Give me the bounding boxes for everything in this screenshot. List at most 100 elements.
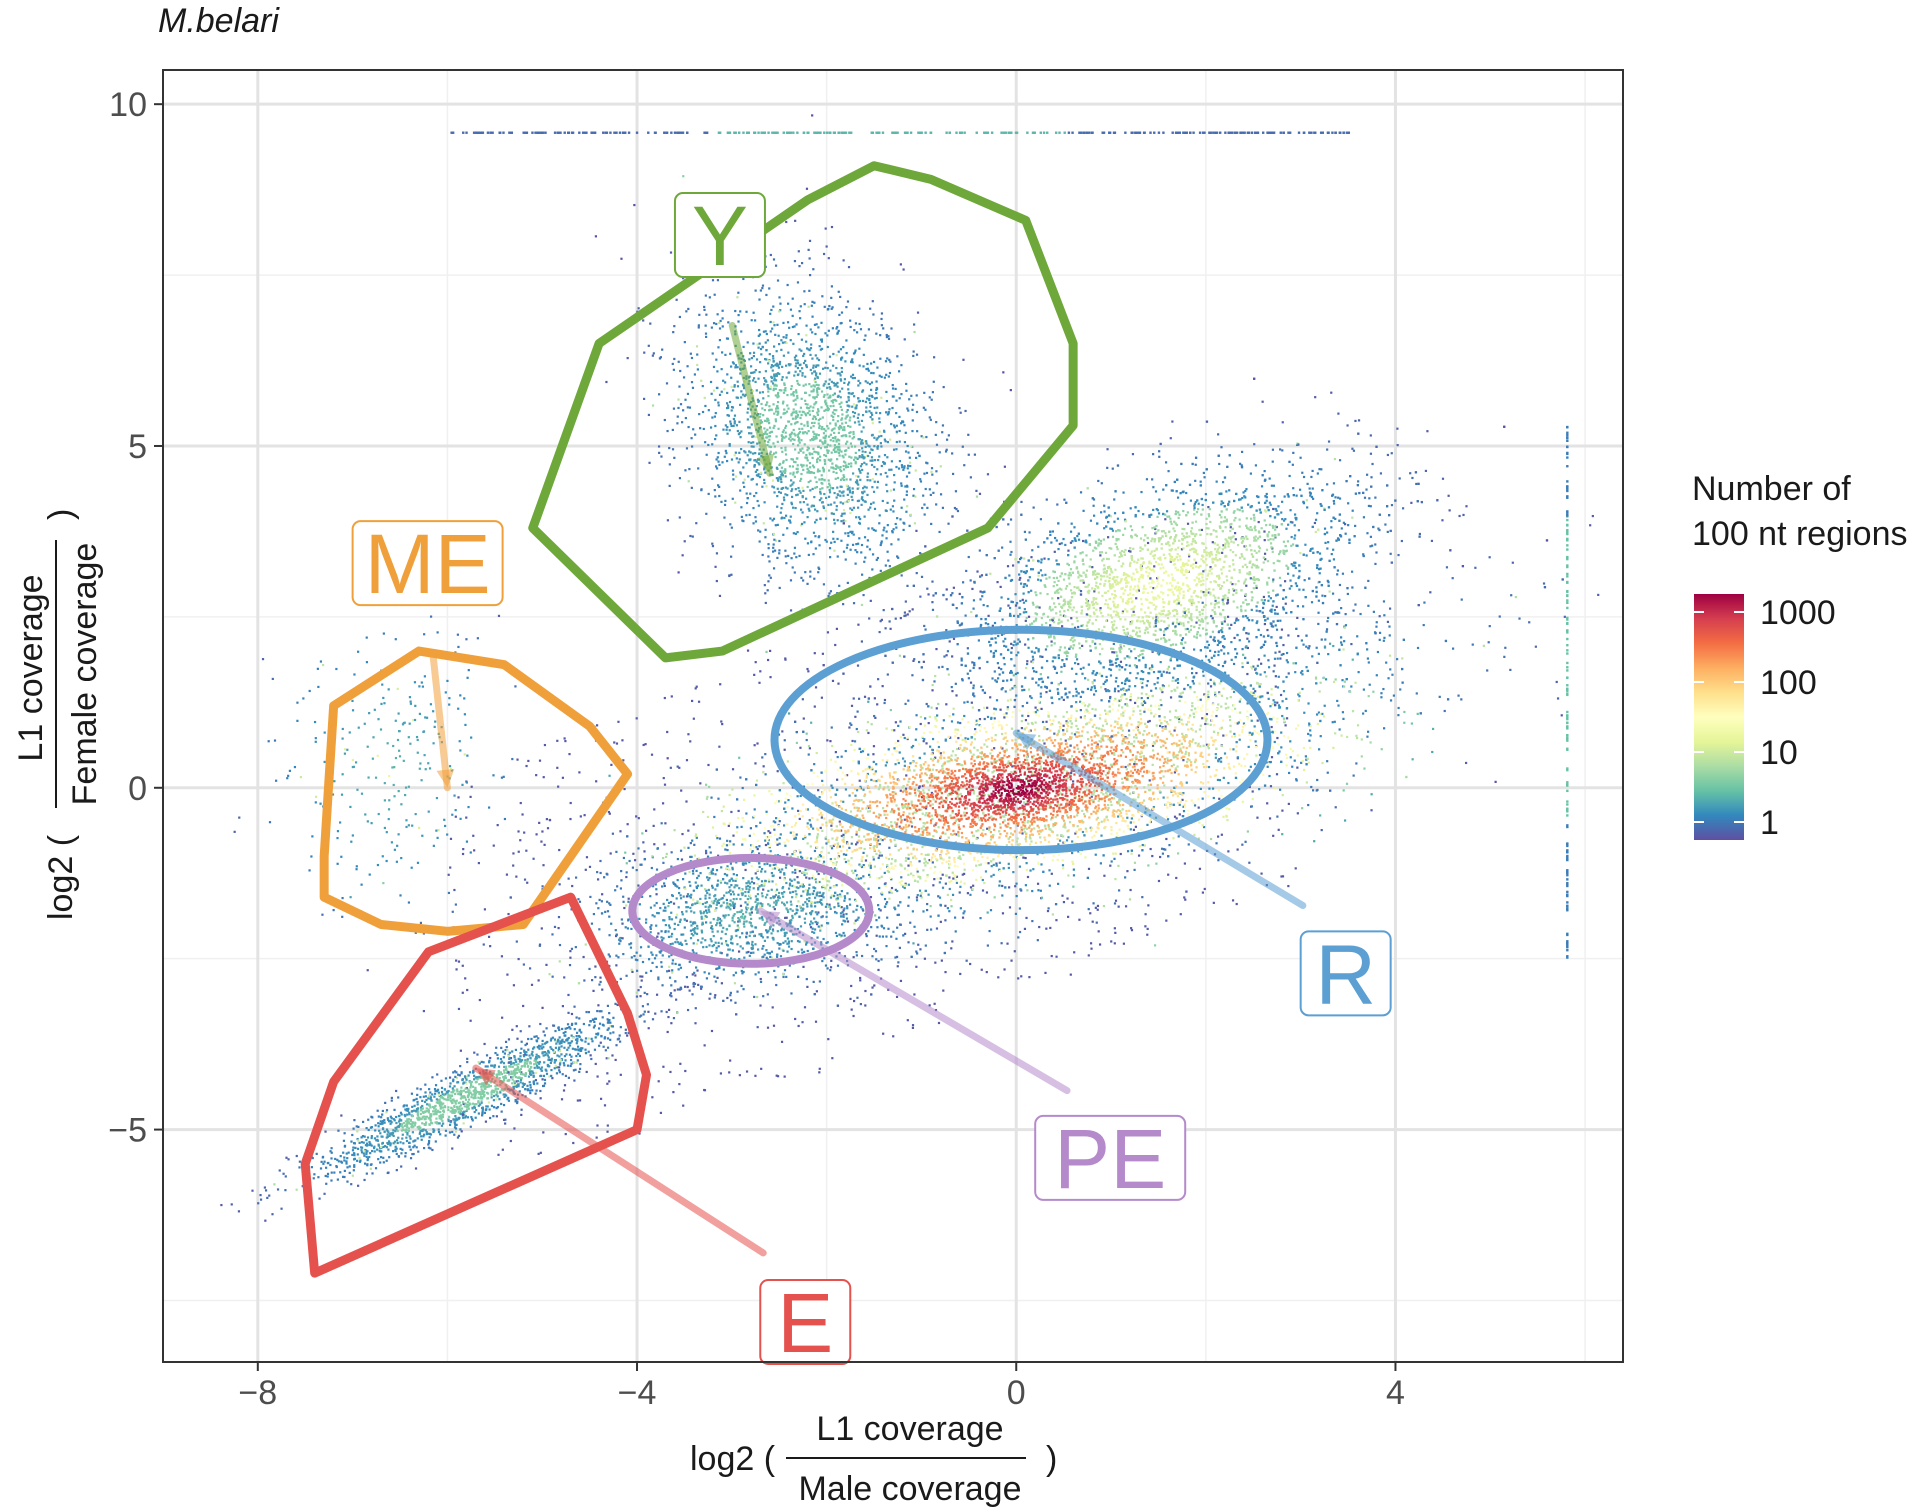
density-point [845, 478, 848, 481]
density-point [727, 321, 730, 324]
density-point [744, 451, 747, 454]
density-point [483, 908, 487, 911]
density-point [508, 1057, 511, 1061]
density-point [449, 1110, 452, 1113]
density-point [870, 388, 873, 391]
density-point [437, 1093, 440, 1097]
density-point [1014, 885, 1017, 888]
density-point [385, 1159, 388, 1162]
density-point [313, 720, 317, 724]
density-point [510, 1062, 513, 1065]
density-point [1018, 801, 1022, 804]
density-point [460, 1086, 463, 1089]
density-point [387, 818, 390, 821]
density-point [397, 789, 400, 793]
density-point [891, 383, 894, 387]
density-point [857, 516, 861, 519]
density-point [1164, 725, 1167, 728]
density-point [1107, 536, 1110, 539]
density-point [449, 1121, 452, 1124]
density-point [590, 1037, 593, 1040]
density-point [382, 1156, 385, 1159]
density-point [754, 762, 757, 765]
density-point [761, 407, 764, 410]
density-point [728, 443, 731, 446]
density-point [581, 1047, 584, 1050]
density-point [806, 542, 810, 545]
density-point [830, 296, 833, 300]
density-point [773, 377, 776, 380]
density-point [421, 1110, 424, 1114]
density-point [854, 462, 857, 465]
density-point [834, 437, 837, 440]
density-point [1070, 772, 1073, 775]
density-point [822, 432, 826, 435]
density-point [410, 866, 413, 869]
density-point [971, 587, 974, 591]
density-point [549, 1061, 552, 1065]
density-point [1226, 602, 1229, 605]
density-point [844, 500, 847, 504]
density-point [771, 369, 774, 372]
density-point [878, 421, 881, 424]
density-point [402, 1128, 405, 1132]
density-point [718, 339, 722, 342]
density-point [351, 1174, 354, 1177]
density-point [1057, 597, 1060, 600]
density-point [419, 1096, 422, 1099]
density-point [997, 666, 1001, 669]
density-point [845, 464, 848, 467]
density-point [737, 433, 741, 436]
density-point [668, 484, 671, 487]
density-point [570, 1062, 573, 1065]
density-point [390, 1133, 393, 1136]
density-point [752, 311, 755, 314]
density-point [700, 987, 703, 990]
density-point [947, 522, 950, 525]
density-point [851, 498, 854, 502]
density-point [804, 537, 807, 540]
density-point [505, 873, 509, 876]
density-point [827, 408, 830, 411]
density-point [509, 1057, 513, 1060]
density-point [326, 1175, 329, 1178]
density-point [610, 763, 613, 766]
density-point [346, 1166, 349, 1169]
density-point [475, 1103, 478, 1106]
density-point [815, 433, 818, 436]
density-point [816, 411, 819, 414]
density-point [929, 493, 932, 497]
density-point [903, 498, 906, 501]
density-point [416, 1093, 419, 1096]
density-point [899, 518, 902, 521]
density-point [913, 993, 916, 996]
density-point [1245, 584, 1248, 587]
density-point [891, 505, 895, 508]
density-point [903, 424, 906, 427]
density-point [823, 394, 826, 397]
density-point [396, 738, 400, 742]
density-point [454, 1119, 457, 1122]
density-point [931, 473, 934, 476]
density-point [486, 1097, 489, 1100]
density-point [801, 495, 804, 498]
density-point [407, 1118, 410, 1121]
density-point [768, 426, 772, 429]
density-point [796, 379, 799, 383]
density-point [853, 376, 856, 380]
density-point [748, 450, 751, 453]
density-point [677, 571, 680, 574]
density-point [938, 530, 941, 534]
density-point [783, 516, 786, 520]
density-point [976, 570, 979, 573]
density-point [324, 1174, 327, 1178]
density-point [739, 472, 743, 475]
density-point [360, 1149, 363, 1152]
density-point [868, 401, 872, 405]
density-point [513, 1127, 516, 1130]
density-point [439, 1114, 442, 1117]
density-point [694, 433, 697, 436]
density-point [822, 506, 826, 510]
density-point [1184, 898, 1187, 901]
density-point [366, 745, 369, 748]
